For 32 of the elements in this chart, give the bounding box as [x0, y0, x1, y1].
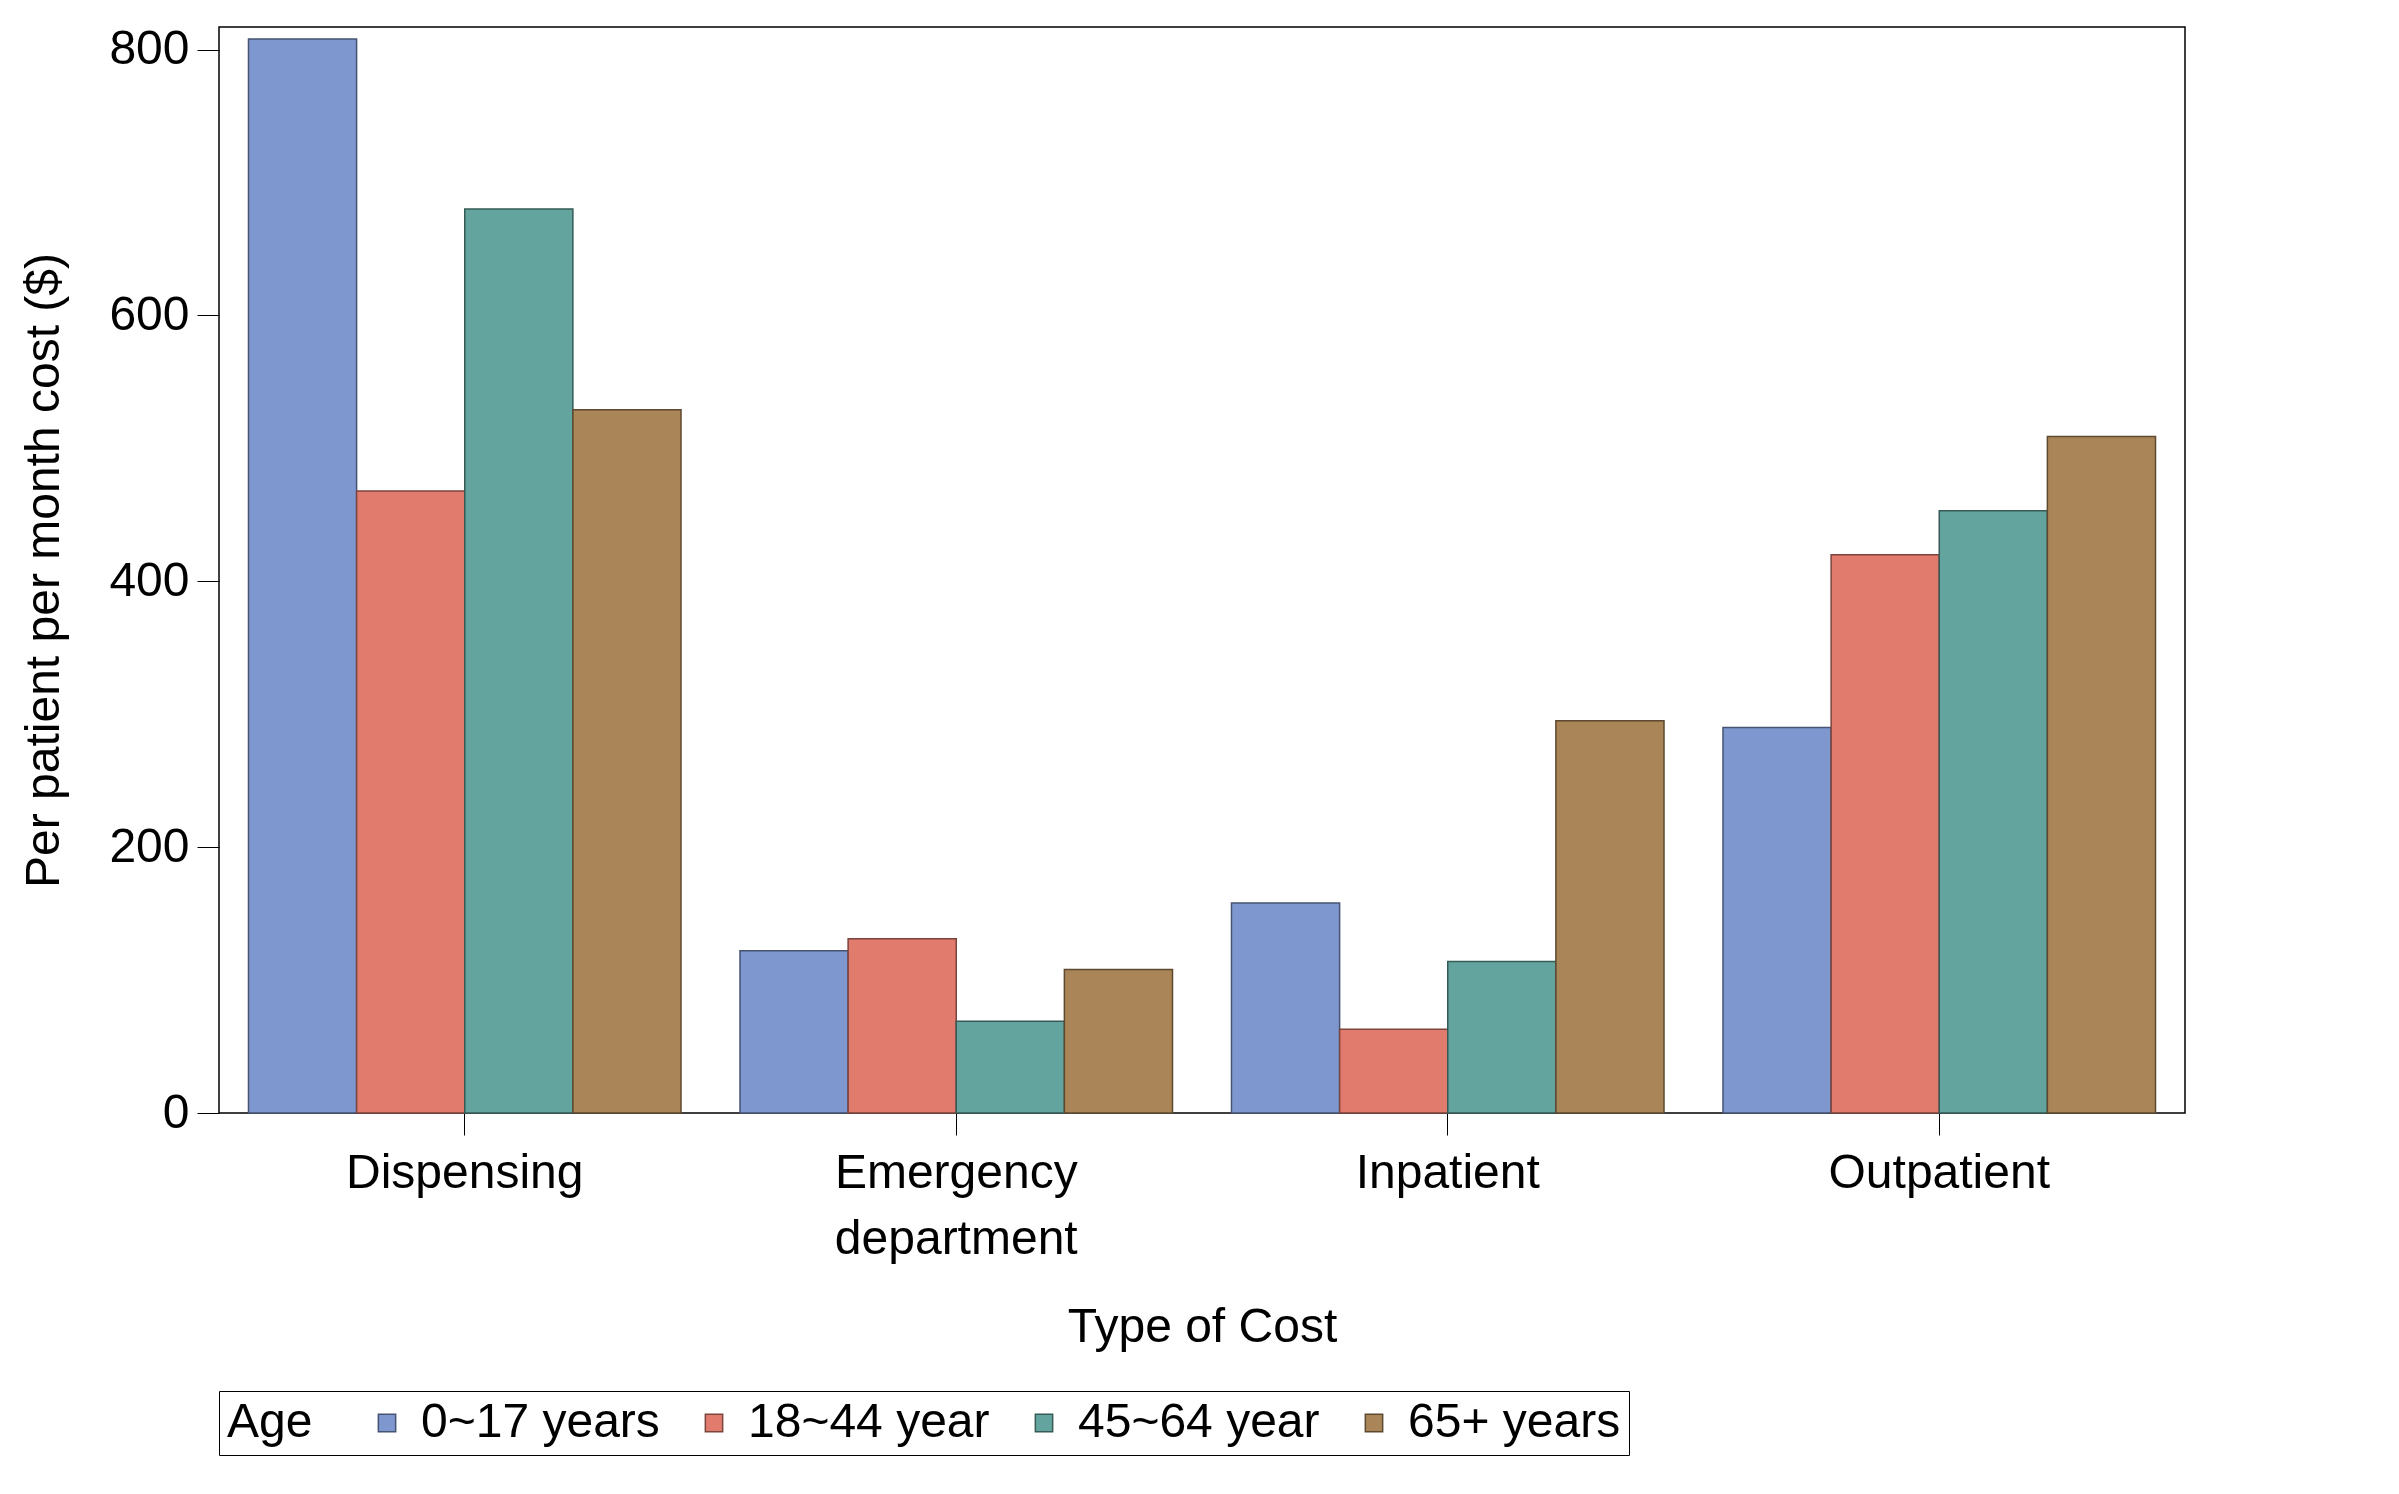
y-tick-label: 600: [109, 286, 190, 340]
legend-label: 65+ years: [1408, 1394, 1621, 1447]
y-axis-title: Per patient per month cost ($): [16, 253, 70, 888]
legend-label: 45~64 year: [1078, 1394, 1320, 1447]
x-tick-label: Inpatient: [1355, 1144, 1540, 1198]
bar: [572, 409, 682, 1114]
bar: [1063, 968, 1174, 1114]
x-tick-label: Outpatient: [1828, 1144, 2050, 1198]
x-axis-title: Type of Cost: [1067, 1298, 1338, 1352]
y-tick-label: 800: [109, 21, 190, 75]
bar: [1447, 960, 1557, 1114]
bar: [247, 38, 358, 1114]
bar: [1830, 553, 1940, 1114]
bar: [1230, 902, 1341, 1114]
legend-title: Age: [227, 1394, 313, 1447]
x-tick-label: Emergency department: [834, 1144, 1078, 1264]
bar: [1722, 726, 1832, 1114]
x-tick-label: Dispensing: [346, 1144, 584, 1198]
bar: [355, 490, 466, 1114]
bar: [2046, 435, 2157, 1114]
legend-label: 18~44 year: [748, 1394, 990, 1447]
bar: [1338, 1028, 1449, 1114]
y-tick-label: 200: [109, 818, 190, 872]
bar: [847, 938, 957, 1114]
y-tick-label: 0: [162, 1084, 190, 1138]
bar: [1938, 510, 2049, 1114]
bar: [1555, 720, 1665, 1114]
legend-label: 0~17 years: [421, 1394, 660, 1447]
bar: [739, 950, 849, 1114]
bar: [955, 1020, 1066, 1114]
y-tick-label: 400: [109, 552, 190, 606]
bar: [464, 208, 574, 1114]
